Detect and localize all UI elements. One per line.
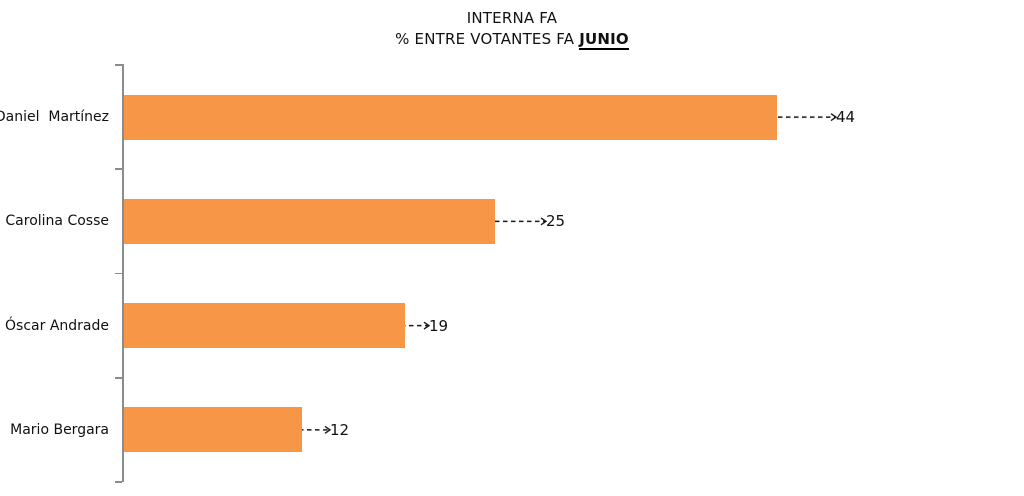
axis-tick bbox=[115, 64, 122, 66]
axis-tick bbox=[115, 168, 122, 171]
category-label: Óscar Andrade bbox=[5, 317, 109, 334]
category-axis-line bbox=[122, 64, 124, 482]
chart-title-block: INTERNA FA % ENTRE VOTANTES FA JUNIO bbox=[0, 8, 1024, 50]
bar bbox=[123, 407, 302, 453]
category-label: Daniel Martínez bbox=[0, 109, 109, 126]
chart-title: INTERNA FA bbox=[466, 9, 558, 27]
value-label: 44 bbox=[836, 108, 856, 127]
axis-tick bbox=[115, 376, 122, 379]
axis-tick bbox=[115, 481, 122, 483]
value-label: 25 bbox=[546, 212, 566, 231]
category-label: Carolina Cosse bbox=[5, 213, 109, 230]
axis-tick bbox=[115, 272, 122, 275]
chart-subtitle: % ENTRE VOTANTES FA JUNIO bbox=[0, 29, 1024, 50]
bar bbox=[123, 303, 406, 349]
value-label: 12 bbox=[330, 420, 350, 439]
category-label: Mario Bergara bbox=[10, 421, 109, 438]
bar bbox=[123, 94, 777, 140]
bar bbox=[123, 198, 495, 244]
chart-subtitle-month: JUNIO bbox=[579, 30, 629, 50]
value-label: 19 bbox=[429, 316, 449, 335]
chart-subtitle-text: % ENTRE VOTANTES FA bbox=[395, 30, 580, 48]
